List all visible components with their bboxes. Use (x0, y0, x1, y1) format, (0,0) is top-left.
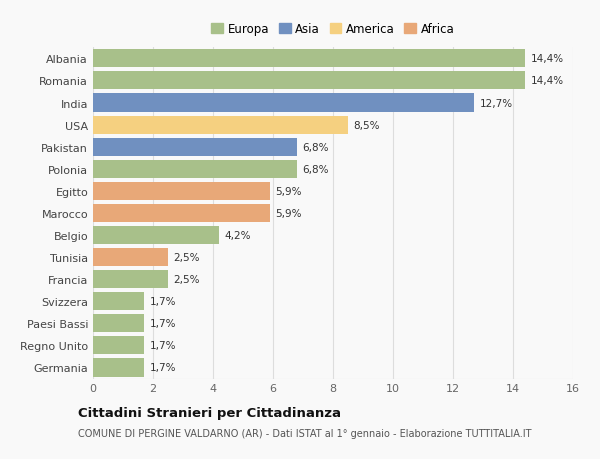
Text: 5,9%: 5,9% (275, 186, 302, 196)
Bar (93, 226, 219, 245)
Text: 1,7%: 1,7% (149, 341, 176, 351)
Bar (93, 292, 144, 311)
Bar (93, 72, 525, 90)
Text: 2,5%: 2,5% (173, 252, 200, 263)
Bar (93, 94, 474, 112)
Text: 5,9%: 5,9% (275, 208, 302, 218)
Text: 6,8%: 6,8% (302, 142, 329, 152)
Text: 2,5%: 2,5% (173, 274, 200, 285)
Text: 1,7%: 1,7% (149, 297, 176, 307)
Text: 14,4%: 14,4% (530, 76, 563, 86)
Bar (93, 182, 270, 201)
Bar (93, 204, 270, 223)
Bar (93, 248, 168, 267)
Text: 12,7%: 12,7% (479, 98, 512, 108)
Bar (93, 50, 525, 68)
Text: 1,7%: 1,7% (149, 319, 176, 329)
Bar (93, 160, 297, 179)
Bar (93, 336, 144, 355)
Bar (93, 270, 168, 289)
Text: 6,8%: 6,8% (302, 164, 329, 174)
Bar (93, 138, 297, 157)
Bar (93, 358, 144, 377)
Bar (93, 116, 348, 134)
Text: Cittadini Stranieri per Cittadinanza: Cittadini Stranieri per Cittadinanza (78, 406, 341, 419)
Legend: Europa, Asia, America, Africa: Europa, Asia, America, Africa (209, 21, 457, 39)
Text: 14,4%: 14,4% (530, 54, 563, 64)
Text: 1,7%: 1,7% (149, 363, 176, 373)
Text: 4,2%: 4,2% (224, 230, 251, 241)
Text: 8,5%: 8,5% (353, 120, 380, 130)
Bar (93, 314, 144, 333)
Text: COMUNE DI PERGINE VALDARNO (AR) - Dati ISTAT al 1° gennaio - Elaborazione TUTTIT: COMUNE DI PERGINE VALDARNO (AR) - Dati I… (78, 428, 532, 438)
